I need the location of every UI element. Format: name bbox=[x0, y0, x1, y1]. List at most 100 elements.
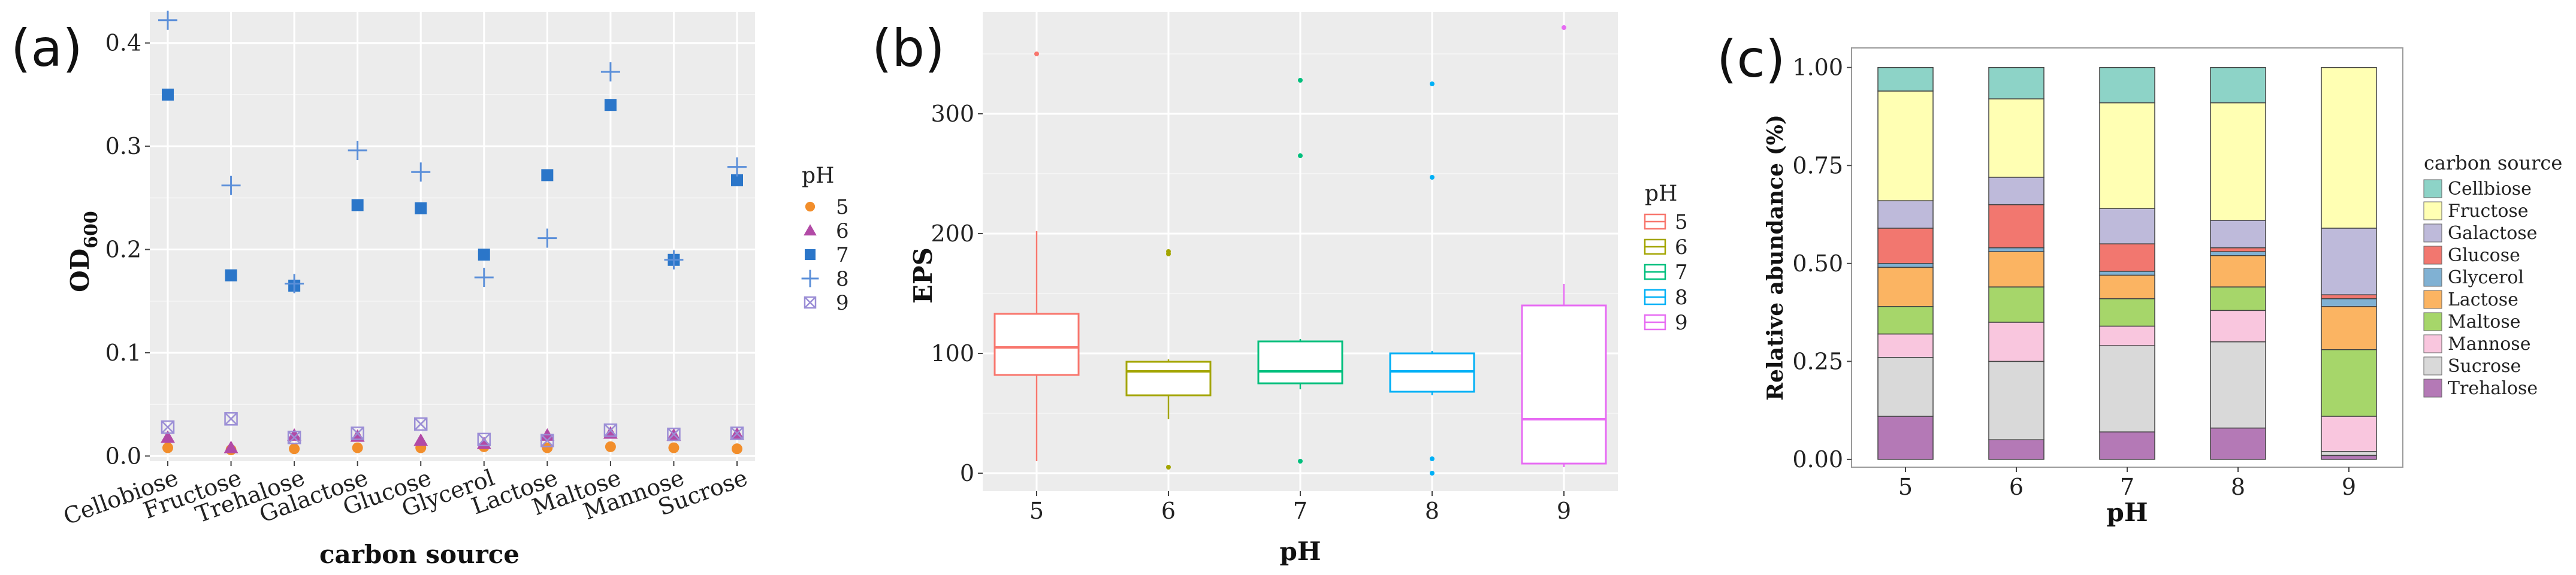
plot-c-legend-key-maltose bbox=[2423, 312, 2442, 331]
bar-segment-ph8-cellbiose bbox=[2210, 66, 2266, 104]
plot-a-point-ph9 bbox=[287, 431, 301, 444]
plot-c-xticks: 5 6 7 8 9 bbox=[1898, 467, 2356, 500]
panel-c: 0.00 0.25 0.50 0.75 1.00 5 6 7 8 9 pH Relative a… bbox=[1763, 47, 2562, 527]
plot-a-point-ph9 bbox=[477, 432, 491, 447]
panel-label-b: (b) bbox=[872, 19, 945, 78]
plot-a-point-ph9-d2 bbox=[414, 417, 428, 431]
box-ph8-outlier bbox=[1430, 471, 1435, 476]
bar-segment-ph7-lactose bbox=[2099, 274, 2155, 299]
plot-b-xlabel: pH bbox=[1279, 537, 1321, 566]
plot-a-ytick-label: 0.3 bbox=[105, 133, 141, 159]
bar-segment-ph8-mannose bbox=[2210, 310, 2266, 343]
plot-c-legend-label: Glycerol bbox=[2448, 267, 2524, 288]
plot-a-point-ph8 bbox=[474, 268, 494, 288]
plot-a-point-ph5 bbox=[162, 442, 173, 453]
plot-a-point-ph9-d2 bbox=[224, 412, 238, 426]
plot-a-point-ph9 bbox=[667, 427, 681, 441]
plot-a-point-ph8 bbox=[285, 274, 304, 293]
plot-a-point-ph7 bbox=[541, 169, 554, 181]
plot-b-ytick-label: 100 bbox=[931, 340, 974, 367]
plot-a-point-ph7 bbox=[162, 88, 174, 101]
plot-c-xtick-label: 8 bbox=[2231, 474, 2245, 500]
plot-c-legend-label: Mannose bbox=[2448, 334, 2530, 355]
box-ph6-outlier bbox=[1166, 249, 1171, 254]
plot-a-point-ph9-d2 bbox=[667, 428, 681, 441]
bar-segment-ph5-fructose bbox=[1877, 90, 1934, 201]
plot-a-point-ph8 bbox=[727, 157, 747, 177]
box-ph8-outlier bbox=[1430, 81, 1435, 86]
bar-segment-ph5-mannose bbox=[1877, 333, 1934, 358]
plot-c-legend-label: Trehalose bbox=[2448, 378, 2538, 399]
plot-a-grid bbox=[150, 12, 755, 461]
bar-segment-ph5-galactose bbox=[1877, 200, 1934, 229]
plot-c-legend-label: Sucrose bbox=[2448, 356, 2521, 377]
plot-b-ytick-label: 300 bbox=[931, 101, 974, 127]
plot-c-ytick-label: 0.50 bbox=[1792, 250, 1843, 277]
plot-a-legend-label: 8 bbox=[836, 267, 849, 291]
plot-a-xticks: CellobioseFructoseTrehaloseGalactoseGluc… bbox=[60, 461, 751, 530]
bar-segment-ph7-glucose bbox=[2099, 243, 2155, 272]
plot-c-legend-label: Maltose bbox=[2448, 311, 2520, 332]
plot-a-point-ph8 bbox=[600, 62, 620, 81]
plot-c-legend-label: Fructose bbox=[2448, 201, 2529, 222]
bar-segment-ph7-galactose bbox=[2099, 208, 2155, 244]
plot-b-ylabel: EPS bbox=[908, 247, 938, 304]
bar-segment-ph9-galactose bbox=[2321, 228, 2377, 295]
plot-a-point-ph5 bbox=[352, 442, 363, 453]
bar-segment-ph9-lactose bbox=[2321, 306, 2377, 350]
plot-c-legend-title: carbon source bbox=[2424, 152, 2562, 174]
plot-a-point-ph9-d2 bbox=[161, 420, 174, 434]
plot-c-xtick-label: 5 bbox=[1898, 474, 1913, 500]
plot-c-legend-key-mannose bbox=[2423, 334, 2442, 353]
plot-b-legend-label: 5 bbox=[1675, 210, 1688, 234]
plot-a-point-ph9-d2 bbox=[540, 434, 554, 447]
plot-a-point-ph5 bbox=[289, 443, 300, 455]
plot-b-yticks: 0 100 200 300 bbox=[931, 101, 983, 486]
plot-a-point-ph5 bbox=[732, 443, 742, 455]
bar-segment-ph8-maltose bbox=[2210, 286, 2266, 311]
bar-segment-ph8-fructose bbox=[2210, 102, 2266, 221]
plot-c-ylabel: Relative abundance (%) bbox=[1763, 114, 1788, 401]
box-ph8-outlier bbox=[1430, 175, 1435, 180]
plot-a-point-ph8 bbox=[158, 10, 177, 30]
box-ph9-iqr bbox=[1521, 304, 1607, 465]
plot-b-legend-label: 6 bbox=[1675, 235, 1688, 259]
plot-a-point-ph9 bbox=[224, 412, 238, 426]
bar-segment-ph9-mannose bbox=[2321, 416, 2377, 452]
plot-c-legend: CellbioseFructoseGalactoseGlucoseGlycero… bbox=[2423, 178, 2538, 399]
plot-c-legend-key-fructose bbox=[2423, 201, 2442, 220]
bar-segment-ph6-fructose bbox=[1988, 98, 2045, 178]
plot-a-points bbox=[158, 10, 747, 456]
plot-a-yticks: 0.0 0.1 0.2 0.3 0.4 bbox=[105, 30, 150, 469]
bar-segment-ph7-fructose bbox=[2099, 102, 2155, 209]
plot-b-legend-label: 9 bbox=[1675, 311, 1688, 335]
plot-b-xtick-label: 7 bbox=[1293, 498, 1307, 524]
plot-a-point-ph7 bbox=[604, 99, 617, 111]
plot-a-point-ph9-d2 bbox=[604, 423, 617, 437]
plot-a-point-ph9-box bbox=[161, 420, 175, 434]
bar-segment-ph7-cellbiose bbox=[2099, 66, 2155, 104]
bar-segment-ph8-glucose bbox=[2210, 247, 2266, 252]
bar-segment-ph8-trehalose bbox=[2210, 427, 2266, 460]
plot-a-background bbox=[150, 12, 755, 461]
plot-a-point-ph9-box bbox=[730, 426, 744, 440]
plot-a-point-ph6 bbox=[224, 440, 238, 453]
plot-b-legend-label: 8 bbox=[1675, 286, 1688, 310]
plot-b-boxes bbox=[993, 25, 1607, 476]
box-ph7-outlier bbox=[1298, 153, 1303, 158]
plot-a-legend-label: 5 bbox=[836, 195, 849, 219]
box-ph5-outlier bbox=[1034, 52, 1039, 56]
plot-b-legend-key-ph7 bbox=[1644, 264, 1666, 280]
plot-a-ylabel-sub: 600 bbox=[81, 211, 102, 249]
bar-segment-ph8-galactose bbox=[2210, 220, 2266, 249]
bar-segment-ph6-cellbiose bbox=[1988, 66, 2045, 99]
plot-a-legend-key-ph7 bbox=[805, 249, 816, 260]
plot-a-point-ph7 bbox=[478, 249, 490, 261]
plot-a-point-ph9 bbox=[730, 426, 744, 440]
plot-a-point-ph9 bbox=[603, 423, 618, 437]
panel-label-a: (a) bbox=[11, 19, 83, 78]
plot-a-point-ph9-box bbox=[540, 434, 554, 447]
plot-b-xtick-label: 6 bbox=[1161, 498, 1176, 524]
plot-a-point-ph8 bbox=[221, 175, 241, 195]
bar-segment-ph5-glucose bbox=[1877, 228, 1934, 264]
